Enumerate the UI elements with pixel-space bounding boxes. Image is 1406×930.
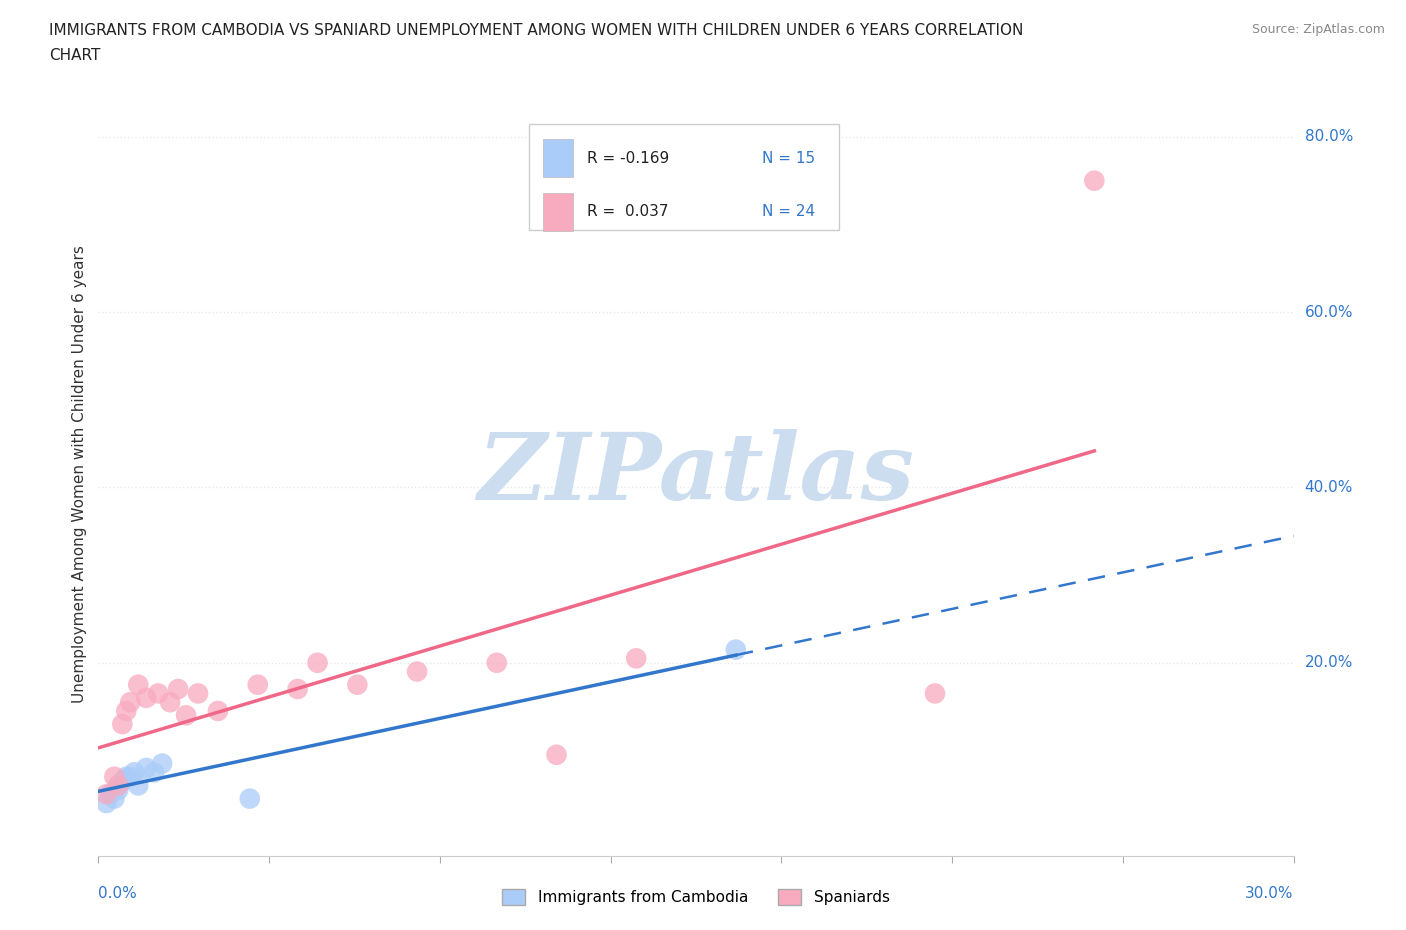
- Point: [103, 791, 125, 806]
- Point: [135, 690, 157, 705]
- Text: 40.0%: 40.0%: [1305, 480, 1353, 495]
- Point: [246, 677, 269, 692]
- Point: [127, 677, 149, 692]
- Point: [346, 677, 368, 692]
- Text: 60.0%: 60.0%: [1305, 305, 1353, 320]
- Point: [626, 651, 648, 666]
- Point: [187, 686, 209, 701]
- Text: CHART: CHART: [49, 48, 101, 63]
- Point: [150, 756, 173, 771]
- Point: [107, 782, 129, 797]
- Text: 0.0%: 0.0%: [98, 886, 138, 901]
- Text: 20.0%: 20.0%: [1305, 656, 1353, 671]
- Point: [239, 791, 262, 806]
- Point: [98, 787, 122, 802]
- Point: [924, 686, 946, 701]
- Y-axis label: Unemployment Among Women with Children Under 6 years: Unemployment Among Women with Children U…: [72, 246, 87, 703]
- Point: [1083, 173, 1105, 188]
- Text: Source: ZipAtlas.com: Source: ZipAtlas.com: [1251, 23, 1385, 36]
- FancyBboxPatch shape: [529, 124, 839, 231]
- Point: [124, 764, 146, 779]
- Point: [159, 695, 181, 710]
- FancyBboxPatch shape: [543, 140, 572, 178]
- Text: R =  0.037: R = 0.037: [588, 204, 669, 219]
- Point: [135, 761, 157, 776]
- Point: [485, 656, 508, 671]
- Point: [115, 769, 138, 784]
- Point: [546, 748, 568, 763]
- Point: [107, 778, 129, 793]
- Point: [174, 708, 197, 723]
- Point: [287, 682, 309, 697]
- Text: 30.0%: 30.0%: [1246, 886, 1294, 901]
- Text: N = 15: N = 15: [762, 151, 815, 166]
- Point: [207, 703, 229, 718]
- Point: [724, 643, 747, 658]
- Text: ZIPatlas: ZIPatlas: [478, 430, 914, 519]
- Point: [107, 778, 129, 793]
- Point: [111, 774, 134, 789]
- Point: [307, 656, 329, 671]
- Point: [406, 664, 429, 679]
- FancyBboxPatch shape: [543, 193, 572, 231]
- Text: IMMIGRANTS FROM CAMBODIA VS SPANIARD UNEMPLOYMENT AMONG WOMEN WITH CHILDREN UNDE: IMMIGRANTS FROM CAMBODIA VS SPANIARD UNE…: [49, 23, 1024, 38]
- Text: N = 24: N = 24: [762, 204, 815, 219]
- Text: R = -0.169: R = -0.169: [588, 151, 669, 166]
- Point: [120, 695, 142, 710]
- Point: [167, 682, 190, 697]
- Point: [111, 717, 134, 732]
- Point: [143, 764, 166, 779]
- Point: [115, 703, 138, 718]
- Point: [148, 686, 170, 701]
- Point: [127, 778, 149, 793]
- Point: [96, 795, 118, 810]
- Legend: Immigrants from Cambodia, Spaniards: Immigrants from Cambodia, Spaniards: [502, 889, 890, 905]
- Point: [96, 787, 118, 802]
- Point: [103, 769, 125, 784]
- Text: 80.0%: 80.0%: [1305, 129, 1353, 144]
- Point: [120, 769, 142, 784]
